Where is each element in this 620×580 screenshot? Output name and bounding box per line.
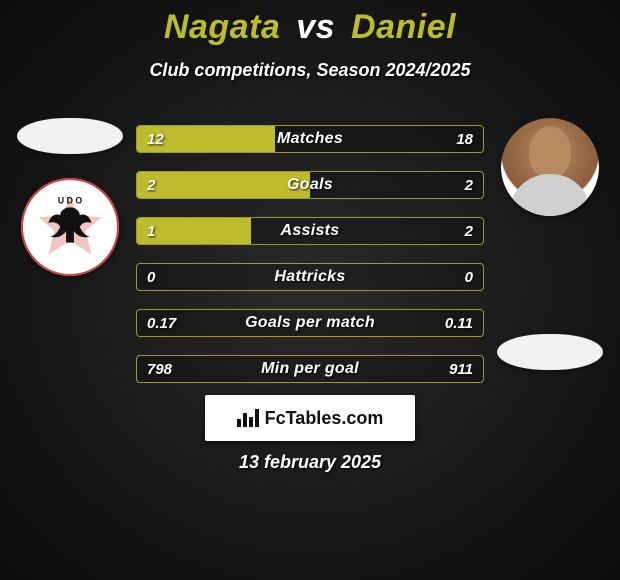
stat-label: Min per goal	[137, 356, 483, 382]
date-text: 13 february 2025	[0, 452, 620, 473]
stat-value-right: 2	[465, 172, 473, 198]
left-column: U D O	[10, 118, 130, 276]
stat-value-right: 0	[465, 264, 473, 290]
comparison-infographic: Nagata vs Daniel Club competitions, Seas…	[0, 0, 620, 580]
svg-text:U D O: U D O	[58, 195, 83, 205]
subtitle: Club competitions, Season 2024/2025	[0, 60, 620, 81]
stat-label: Assists	[137, 218, 483, 244]
player2-flag-placeholder	[497, 334, 603, 370]
brand-badge: FcTables.com	[205, 395, 415, 441]
stat-row: 0.17 Goals per match 0.11	[136, 309, 484, 337]
stat-row: 12 Matches 18	[136, 125, 484, 153]
stat-value-right: 2	[465, 218, 473, 244]
title-vs: vs	[296, 8, 335, 46]
bars-icon	[237, 409, 259, 427]
stat-value-right: 0.11	[445, 310, 473, 336]
player1-flag-placeholder	[17, 118, 123, 154]
stat-value-right: 18	[456, 126, 473, 152]
player2-photo	[501, 118, 599, 216]
stat-value-right: 911	[449, 356, 473, 382]
stat-row: 798 Min per goal 911	[136, 355, 484, 383]
stat-rows: 12 Matches 18 2 Goals 2 1 Assists 2 0 Ha…	[136, 125, 484, 401]
brand-text: FcTables.com	[265, 408, 384, 429]
stat-label: Hattricks	[137, 264, 483, 290]
stat-label: Matches	[137, 126, 483, 152]
stat-row: 0 Hattricks 0	[136, 263, 484, 291]
crest-icon: U D O	[21, 178, 119, 276]
player1-club-crest: U D O	[21, 178, 119, 276]
page-title: Nagata vs Daniel	[0, 8, 620, 47]
stat-row: 2 Goals 2	[136, 171, 484, 199]
title-player1: Nagata	[164, 8, 280, 46]
stat-label: Goals per match	[137, 310, 483, 336]
stat-row: 1 Assists 2	[136, 217, 484, 245]
stat-label: Goals	[137, 172, 483, 198]
right-column	[490, 118, 610, 394]
title-player2: Daniel	[351, 8, 456, 46]
